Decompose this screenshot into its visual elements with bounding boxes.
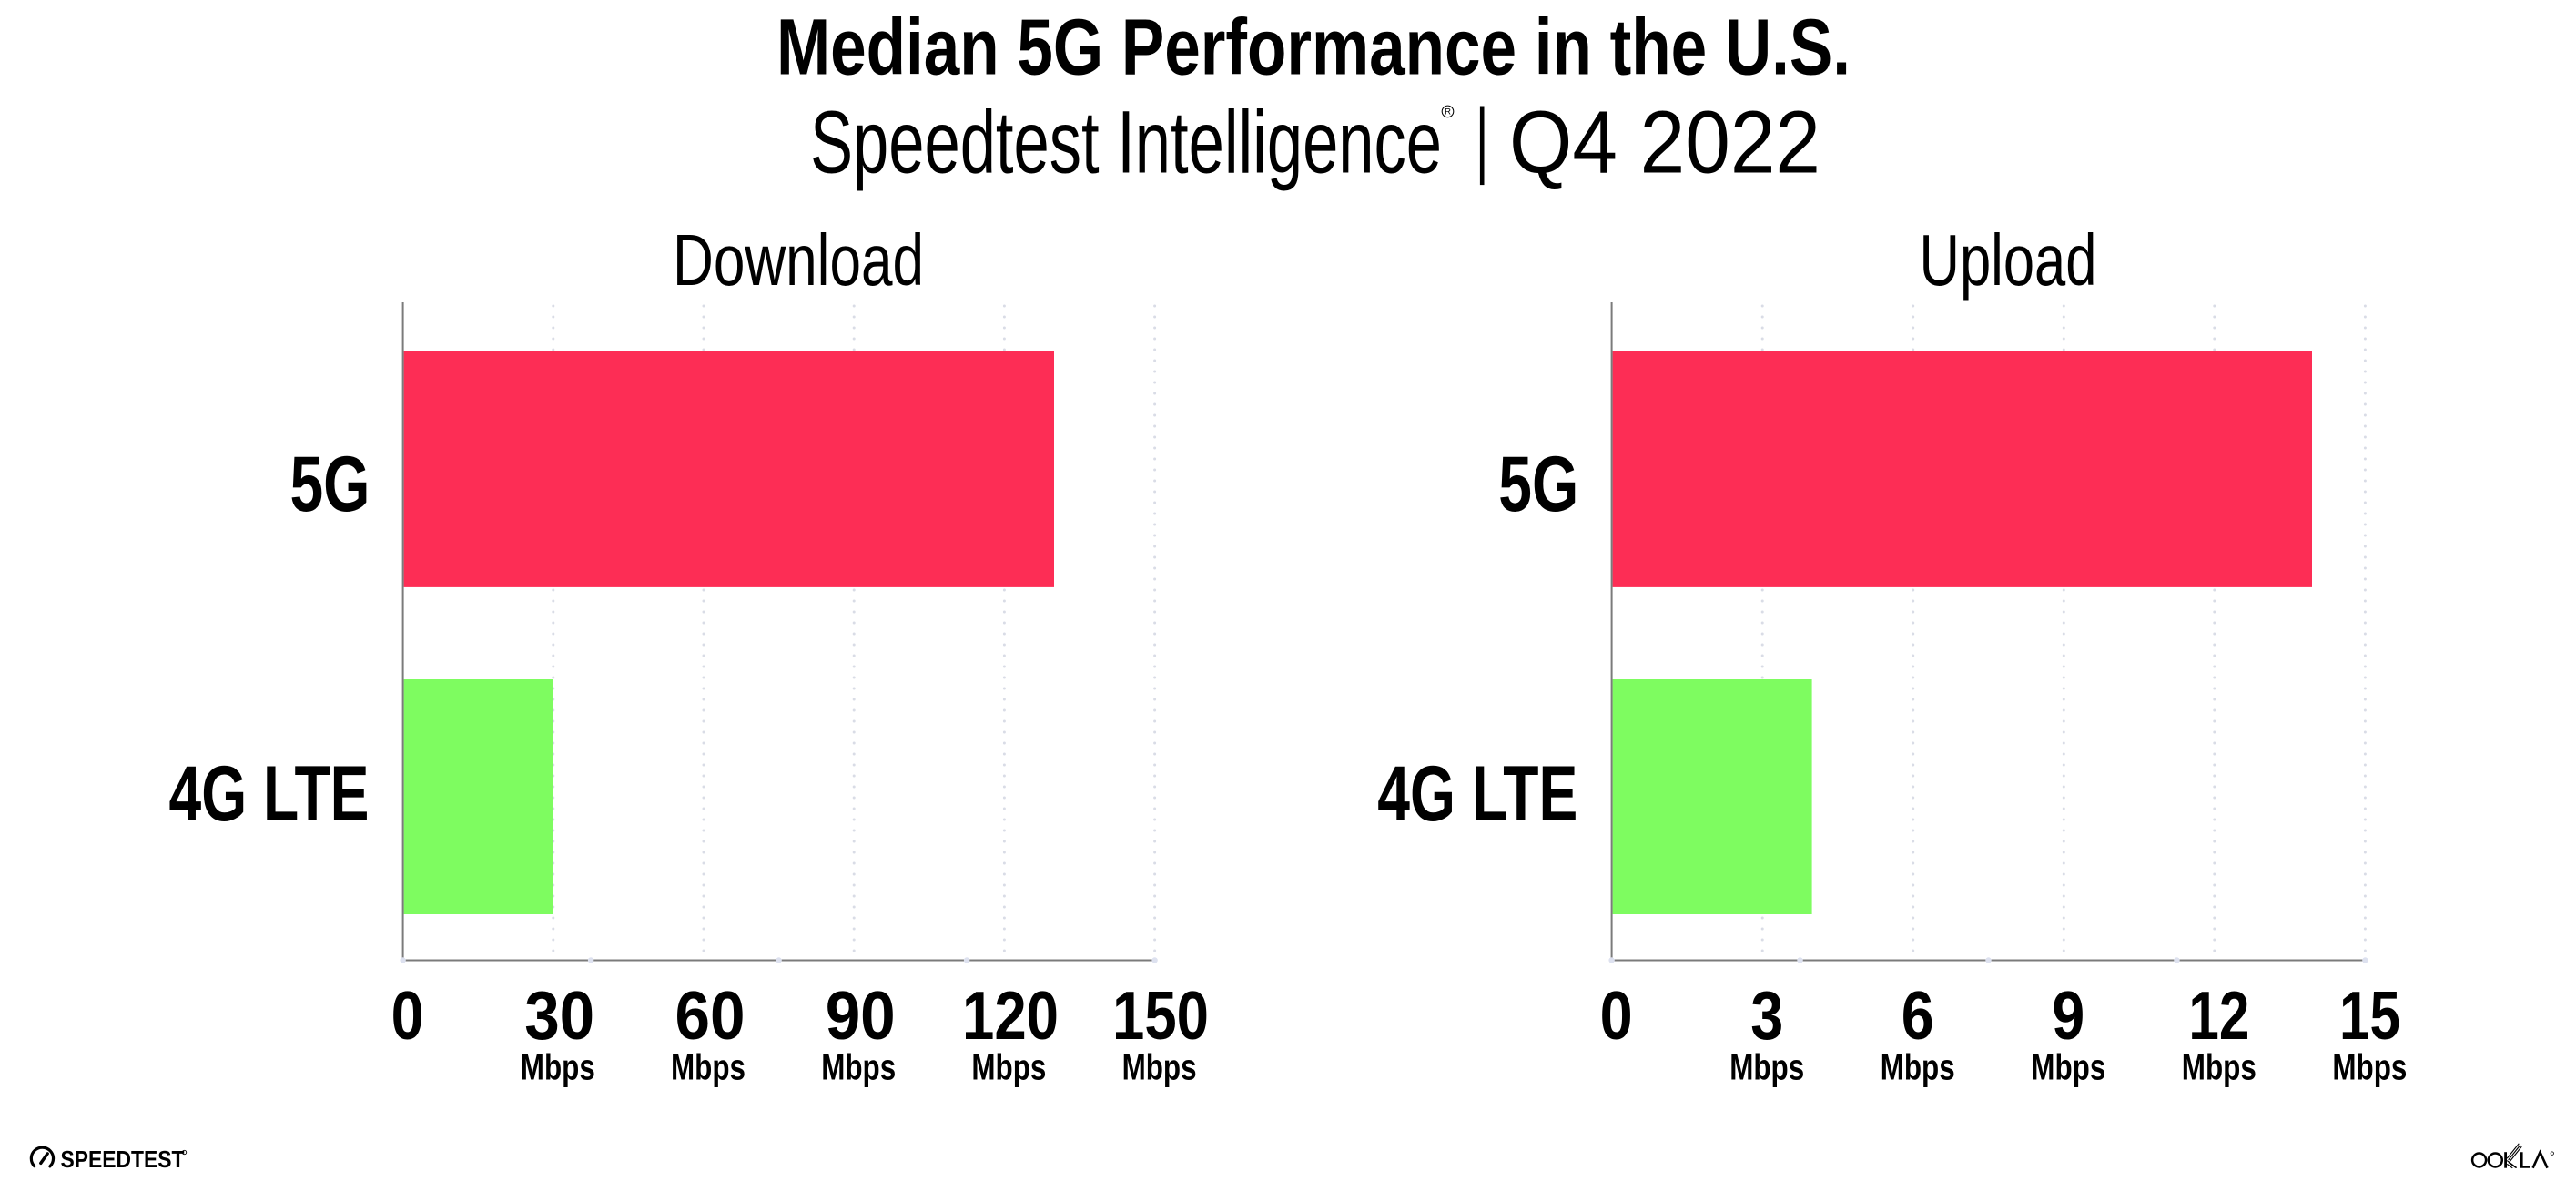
svg-text:30: 30: [524, 977, 594, 1054]
svg-text:6: 6: [1902, 977, 1934, 1054]
svg-text:Mbps: Mbps: [2031, 1048, 2105, 1088]
svg-text:5G: 5G: [290, 441, 370, 528]
svg-text:Mbps: Mbps: [2332, 1048, 2407, 1088]
svg-text:Mbps: Mbps: [671, 1048, 745, 1088]
svg-text:90: 90: [826, 977, 896, 1054]
svg-text:15: 15: [2339, 977, 2400, 1054]
svg-text:12: 12: [2188, 977, 2249, 1054]
svg-text:Download: Download: [673, 219, 924, 300]
svg-text:0: 0: [391, 977, 424, 1054]
svg-text:150: 150: [1112, 977, 1209, 1054]
svg-text:Speedtest Intelligence: Speedtest Intelligence: [810, 92, 1442, 191]
svg-text:4G LTE: 4G LTE: [1377, 750, 1577, 838]
svg-text:R: R: [1445, 107, 1451, 117]
svg-text:Q4 2022: Q4 2022: [1509, 92, 1820, 191]
svg-text:Mbps: Mbps: [521, 1048, 595, 1088]
svg-text:Mbps: Mbps: [1881, 1048, 1955, 1088]
svg-text:60: 60: [675, 977, 745, 1054]
svg-text:Upload: Upload: [1920, 219, 2097, 300]
svg-text:5G: 5G: [1498, 441, 1578, 528]
svg-text:SPEEDTEST: SPEEDTEST: [61, 1146, 185, 1173]
svg-text:3: 3: [1750, 977, 1783, 1054]
svg-text:Mbps: Mbps: [1122, 1048, 1197, 1088]
svg-text:Mbps: Mbps: [971, 1048, 1046, 1088]
svg-text:Median 5G Performance in the U: Median 5G Performance in the U.S.: [776, 4, 1851, 92]
svg-text:0: 0: [1600, 977, 1633, 1054]
svg-text:Mbps: Mbps: [1729, 1048, 1804, 1088]
svg-text:Mbps: Mbps: [2182, 1048, 2257, 1088]
svg-text:120: 120: [962, 977, 1059, 1054]
svg-text:9: 9: [2052, 977, 2084, 1054]
svg-text:Mbps: Mbps: [821, 1048, 896, 1088]
svg-text:4G LTE: 4G LTE: [169, 750, 370, 838]
